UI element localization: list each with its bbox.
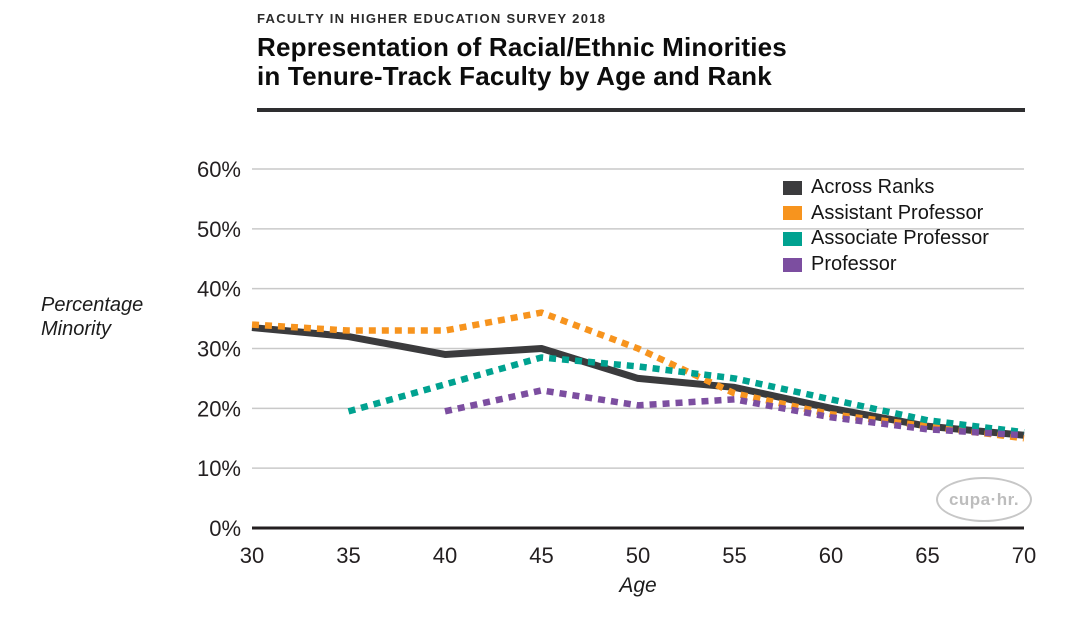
legend-swatch-across-ranks [783,180,802,195]
legend-label: Assistant Professor [811,201,984,224]
x-tick-label: 45 [529,543,553,568]
legend-swatch-associate-professor [783,231,802,246]
legend-label: Across Ranks [811,176,935,199]
chart-title-line-1: Representation of Racial/Ethnic Minoriti… [257,32,787,62]
y-tick-label: 0% [209,516,241,541]
x-tick-label: 35 [336,543,360,568]
y-tick-label: 30% [197,337,241,362]
legend: Across Ranks Assistant Professor Associate… [783,175,989,277]
x-tick-label: 65 [915,543,939,568]
x-tick-label: 40 [433,543,457,568]
chart-title-line-2: in Tenure-Track Faculty by Age and Rank [257,61,772,91]
legend-swatch-professor [783,257,802,272]
y-tick-label: 40% [197,277,241,302]
y-tick-label: 60% [197,157,241,182]
chart-header: FACULTY IN HIGHER EDUCATION SURVEY 2018 … [257,11,787,91]
x-tick-label: 60 [819,543,843,568]
legend-label: Professor [811,253,897,276]
survey-kicker: FACULTY IN HIGHER EDUCATION SURVEY 2018 [257,11,607,26]
chart-title: Representation of Racial/Ethnic Minoriti… [257,33,787,91]
y-tick-label: 20% [197,396,241,421]
legend-item-associate-professor: Associate Professor [783,226,989,252]
title-rule [257,108,1025,112]
legend-item-assistant-professor: Assistant Professor [783,201,989,227]
x-tick-label: 50 [626,543,650,568]
legend-item-professor: Professor [783,252,989,278]
y-tick-label: 50% [197,217,241,242]
x-tick-label: 30 [240,543,264,568]
cupa-hr-logo-text: cupa·hr. [948,489,1020,509]
y-tick-label: 10% [197,456,241,481]
x-axis-title: Age [619,574,657,597]
x-tick-label: 55 [722,543,746,568]
x-tick-label: 70 [1012,543,1036,568]
cupa-hr-logo: cupa·hr. [936,477,1032,522]
series-line-professor [444,387,1025,439]
legend-label: Associate Professor [811,227,989,250]
series-line-associate-professor [347,354,1025,436]
legend-swatch-assistant-professor [783,206,802,221]
legend-item-across-ranks: Across Ranks [783,175,989,201]
y-axis-title: Percentage Minority [41,294,144,340]
